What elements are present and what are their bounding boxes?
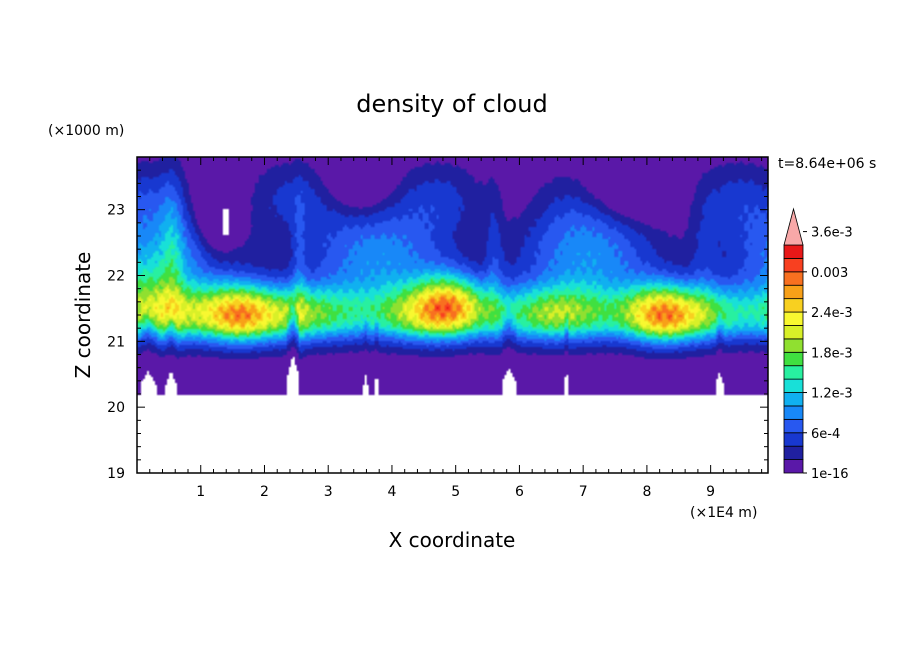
x-tick-label: 4: [387, 484, 396, 500]
x-tick-label: 7: [579, 484, 588, 500]
x-tick-label: 2: [260, 484, 269, 500]
colorbar-label: 6e-4: [811, 427, 840, 442]
x-tick-label: 8: [642, 484, 651, 500]
x-tick-label: 3: [324, 484, 333, 500]
y-tick-label: 22: [107, 269, 125, 285]
y-tick-label: 23: [107, 203, 125, 219]
colorbar-label: 1.8e-3: [811, 346, 853, 361]
colorbar-swatch: [783, 445, 804, 460]
colorbar-swatch: [783, 325, 804, 340]
x-axis-title: X coordinate: [389, 528, 516, 552]
y-tick-label: 21: [107, 334, 125, 350]
colorbar-swatch: [783, 405, 804, 420]
colorbar-swatch: [783, 432, 804, 447]
y-axis: 19 20 21 22 23: [107, 156, 768, 482]
colorbar-swatch: [783, 418, 804, 434]
x-axis: 1 2 3 4 5 6 7 8 9: [149, 157, 763, 500]
colorbar-swatch: [783, 365, 804, 380]
colorbar-swatch: [783, 284, 804, 300]
cloud-density-field: [137, 157, 768, 473]
colorbar-swatch: [783, 298, 804, 313]
colorbar-label: 2.4e-3: [811, 306, 853, 321]
colorbar-swatch: [783, 392, 804, 407]
y-axis-title: Z coordinate: [71, 252, 95, 379]
colorbar-label: 1e-16: [811, 467, 849, 482]
y-tick-label: 20: [107, 400, 125, 416]
colorbar-label: 3.6e-3: [811, 226, 853, 241]
colorbar: 1e-16 6e-4 1.2e-3 1.8e-3 2.4e-3 0.003 3.6e-3: [783, 207, 853, 482]
colorbar-swatch: [783, 311, 804, 326]
colorbar-swatch: [783, 351, 804, 367]
colorbar-swatch: [783, 271, 804, 286]
chart-title: density of cloud: [356, 90, 547, 118]
x-tick-label: 6: [515, 484, 524, 500]
x-tick-label: 5: [451, 484, 460, 500]
colorbar-swatch: [783, 338, 804, 353]
colorbar-swatch: [783, 258, 804, 273]
x-unit-label: (×1E4 m): [690, 505, 757, 521]
colorbar-swatch: [783, 459, 804, 474]
colorbar-overflow-triangle: [783, 207, 804, 246]
colorbar-label: 0.003: [811, 266, 848, 281]
y-unit-label: (×1000 m): [48, 123, 124, 139]
colorbar-swatch: [783, 378, 804, 393]
x-tick-label: 9: [706, 484, 715, 500]
colorbar-label: 1.2e-3: [811, 387, 853, 402]
time-label: t=8.64e+06 s: [778, 156, 876, 172]
x-tick-label: 1: [196, 484, 205, 500]
y-tick-label: 19: [107, 466, 125, 482]
colorbar-swatch: [783, 244, 804, 259]
